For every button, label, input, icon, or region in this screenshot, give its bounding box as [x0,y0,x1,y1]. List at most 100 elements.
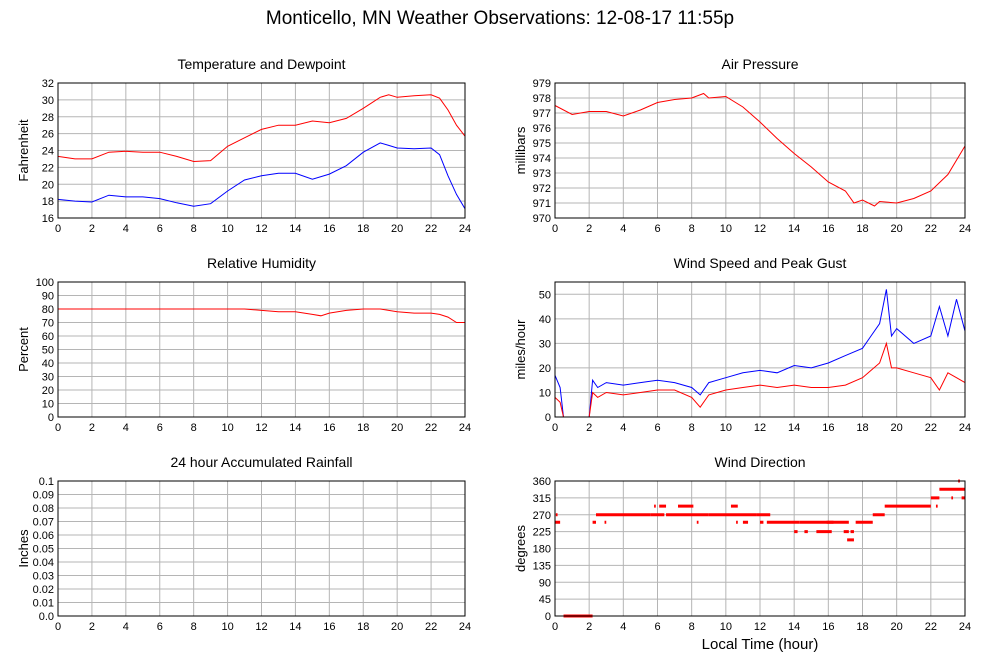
chart-panel: 0 2 4 6 8 10 12 14 16 18 20 22 240.00.010.020.030.04… [16,454,471,633]
x-tick-label: 14 [289,621,301,633]
y-tick-label: 0.0 [39,611,54,623]
y-tick-label: 32 [42,78,54,90]
y-tick-label: 976 [533,123,551,135]
y-tick-label: 100 [36,277,54,289]
y-tick-label: 70 [42,318,54,330]
y-axis-label: millibars [513,126,528,174]
y-tick-label: 18 [42,196,54,208]
x-tick-label: 20 [891,422,903,434]
y-tick-label: 90 [539,577,551,589]
x-tick-label: 22 [425,223,437,235]
x-tick-label: 10 [221,621,233,633]
x-tick-label: 0 [55,621,61,633]
x-tick-label: 6 [654,422,660,434]
x-tick-label: 16 [822,422,834,434]
y-tick-label: 973 [533,168,551,180]
x-tick-label: 14 [289,223,301,235]
chart-panel: 0 2 4 6 8 10 12 14 16 18 20 22 24161820222426283032T… [16,56,471,235]
x-tick-label: 4 [620,621,626,633]
x-tick-label: 20 [891,621,903,633]
x-tick-label: 24 [959,422,971,434]
x-tick-label: 2 [89,422,95,434]
x-tick-label: 18 [856,223,868,235]
x-tick-label: 16 [822,223,834,235]
y-tick-label: 0.09 [33,490,54,502]
x-tick-label: 10 [221,223,233,235]
x-tick-label: 6 [654,223,660,235]
plot-frame [554,281,966,418]
chart-title: Relative Humidity [207,255,316,271]
x-tick-label: 4 [123,621,129,633]
x-tick-label: 18 [357,621,369,633]
y-tick-label: 360 [533,476,551,488]
x-tick-label: 4 [620,422,626,434]
y-tick-label: 978 [533,93,551,105]
y-tick-label: 22 [42,162,54,174]
y-tick-label: 975 [533,138,551,150]
y-tick-label: 979 [533,78,551,90]
x-tick-label: 12 [255,422,267,434]
plot-frame [57,82,466,219]
y-tick-label: 977 [533,108,551,120]
y-tick-label: 20 [42,385,54,397]
y-tick-label: 20 [42,179,54,191]
x-tick-label: 6 [157,223,163,235]
y-axis-label: Inches [16,529,31,568]
x-tick-label: 2 [586,223,592,235]
x-tick-label: 16 [323,621,335,633]
y-tick-label: 974 [533,153,551,165]
y-tick-label: 30 [42,95,54,107]
y-tick-label: 270 [533,510,551,522]
x-tick-label: 2 [89,621,95,633]
y-tick-label: 24 [42,146,54,158]
x-tick-label: 0 [552,223,558,235]
x-tick-label: 24 [959,223,971,235]
chart-title: Wind Speed and Peak Gust [674,255,847,271]
x-axis-label: Local Time (hour) [701,636,819,653]
chart-title: Wind Direction [714,454,805,470]
series-line [554,341,966,418]
y-axis-label: degrees [513,525,528,572]
series-line [554,289,966,418]
y-tick-label: 90 [42,291,54,303]
series-line [554,92,966,207]
x-tick-label: 16 [822,621,834,633]
y-tick-label: 0 [545,412,551,424]
y-tick-label: 0.02 [33,584,54,596]
x-tick-label: 22 [925,621,937,633]
x-tick-label: 14 [289,422,301,434]
y-tick-label: 972 [533,183,551,195]
y-tick-label: 0.04 [33,557,54,569]
chart-title: Temperature and Dewpoint [177,56,345,72]
chart-panel: 0 2 4 6 8 10 12 14 16 18 20 22 240102030405060708090… [16,255,471,434]
y-tick-label: 30 [539,338,551,350]
x-tick-label: 0 [55,422,61,434]
x-tick-label: 6 [157,422,163,434]
x-tick-label: 10 [720,621,732,633]
plot-frame [554,82,966,219]
x-tick-label: 6 [654,621,660,633]
x-tick-label: 10 [221,422,233,434]
y-tick-label: 0 [545,611,551,623]
y-tick-label: 970 [533,213,551,225]
x-tick-label: 20 [391,422,403,434]
chart-panel: 0 2 4 6 8 10 12 14 16 18 20 22 240459013518022527031… [513,454,971,633]
x-tick-label: 14 [788,422,800,434]
y-axis-label: Fahrenheit [16,119,31,182]
x-tick-label: 22 [425,621,437,633]
x-tick-label: 20 [391,621,403,633]
y-tick-label: 0.08 [33,503,54,515]
y-axis-label: Percent [16,327,31,372]
chart-title: Air Pressure [721,56,798,72]
x-tick-label: 8 [191,621,197,633]
x-tick-label: 12 [255,223,267,235]
x-tick-label: 0 [55,223,61,235]
chart-title: 24 hour Accumulated Rainfall [170,454,352,470]
x-tick-label: 8 [689,621,695,633]
y-tick-label: 315 [533,493,551,505]
chart-panel: 0 2 4 6 8 10 12 14 16 18 20 22 249709719729739749759… [513,56,971,235]
x-tick-label: 20 [891,223,903,235]
x-tick-label: 24 [459,621,471,633]
